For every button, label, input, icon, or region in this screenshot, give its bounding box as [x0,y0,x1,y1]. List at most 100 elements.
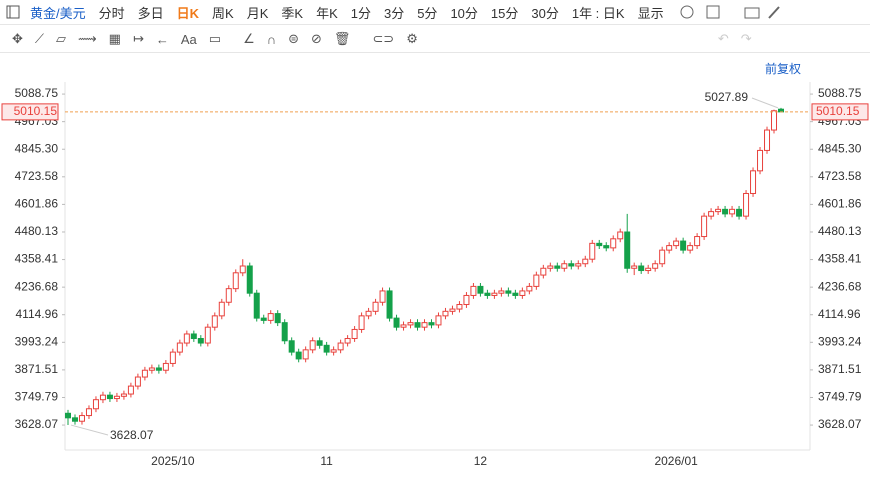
y-tick-label: 3993.24 [15,334,59,348]
candle-body [155,367,162,371]
candle-body [764,129,771,151]
period[interactable]: 日K [176,5,200,21]
y-tick-label: 4845.30 [15,141,59,155]
candle-body [302,349,309,360]
candle-body [631,265,638,269]
candle-body [589,242,596,260]
y-tick-label: 3628.07 [818,417,862,431]
range-tool[interactable]: ↦ [132,31,144,46]
candle-body [743,192,750,217]
candle-body [225,288,232,303]
compare-tool[interactable]: ⊂⊃ [372,31,395,46]
y-tick-label: 5088.75 [15,86,59,100]
period[interactable]: 3分 [383,5,405,21]
panel-icon[interactable] [6,5,20,19]
candle-body [211,315,218,328]
period[interactable]: 10分 [450,5,478,21]
note-tool[interactable]: ▭ [208,31,222,46]
candle-body [568,263,575,267]
candle-body [218,301,225,317]
candle-body [120,393,127,397]
candle-body [288,340,295,353]
fib-tool[interactable]: ▦ [108,31,121,46]
candle-body [253,292,260,319]
candle-body [92,399,99,410]
adjust-mode[interactable]: 前复权 [765,62,802,76]
candle-body [491,292,498,296]
candle-body [169,351,176,364]
settings-tool[interactable]: ⚙ [406,31,418,46]
period[interactable]: 季K [281,5,304,21]
candle-body [372,301,379,312]
period[interactable]: 周K [212,5,234,21]
candle-body [484,292,491,296]
candle-body [134,376,141,387]
y-tick-label: 3749.79 [818,390,862,404]
range-select[interactable]: 1年 : 日K [571,5,625,21]
period[interactable]: 1分 [350,5,371,21]
candle-body [267,313,274,321]
candle-body [561,263,568,269]
candle-body [246,265,253,294]
candle-body [708,211,715,217]
wave-tool[interactable]: ⟿ [78,31,97,46]
measure-tool[interactable]: ∠ [243,31,255,46]
candle-body [652,263,659,269]
cross-tool[interactable]: ✥ [12,31,23,46]
candle-body [414,322,421,328]
candle-body [65,412,71,419]
undo[interactable]: ↶ [717,31,729,46]
candle-body [575,263,582,267]
candle-body [687,245,694,251]
candle-body [176,342,183,353]
candle-body [113,395,120,400]
y-tick-label: 3871.51 [818,362,862,376]
candle-body [99,394,106,401]
symbol[interactable]: 黄金/美元 [30,5,86,21]
arrow-tool[interactable]: ← [155,31,169,47]
period[interactable]: 30分 [531,5,559,21]
y-tick-label: 4114.96 [818,307,861,321]
candle-body [540,267,547,276]
candle-body [519,290,526,296]
period[interactable]: 分时 [98,5,125,21]
candle-body [162,362,169,371]
candle-body [603,245,610,249]
candle-body [659,249,666,265]
candle-body [470,285,477,296]
line-tool[interactable]: ⟋ [34,31,45,46]
period[interactable]: 年K [316,5,338,21]
candle-body [771,110,778,131]
x-tick-label: 12 [474,454,488,468]
candle-body [596,242,603,247]
period[interactable]: 月K [246,5,269,21]
toolbar-icons[interactable] [677,3,797,21]
period-toolbar: 黄金/美元 分时 多日 日K 周K 月K 季K 年K 1分 3分 5分 10分 … [0,0,870,25]
period[interactable]: 5分 [417,5,438,21]
candle-body [722,208,729,215]
period[interactable]: 多日 [137,5,164,21]
candle-body [533,274,540,287]
magnet-tool[interactable]: ∩ [266,31,277,47]
candle-body [715,208,722,213]
delete-tool[interactable]: 🗑 [333,31,351,46]
display-select[interactable]: 显示 [637,5,664,21]
lock-tool[interactable]: ⊜ [288,31,299,46]
candle-body [232,272,239,290]
candle-body [183,333,190,344]
candle-body [750,170,757,194]
price-label-box [811,103,869,121]
hide-tool[interactable]: ⊘ [310,31,322,46]
candle-body [239,265,246,274]
text-tool[interactable]: Aa [180,31,197,47]
redo[interactable]: ↷ [740,31,752,46]
candle-body [505,290,512,294]
x-tick-label: 2025/10 [151,454,195,468]
period[interactable]: 15分 [490,5,519,21]
candle-body [638,265,645,272]
candle-body [281,322,288,342]
candle-body [295,351,302,360]
price-label: 5010.15 [14,104,58,118]
channel-tool[interactable]: ▱ [56,31,67,46]
candle-body [498,290,505,294]
